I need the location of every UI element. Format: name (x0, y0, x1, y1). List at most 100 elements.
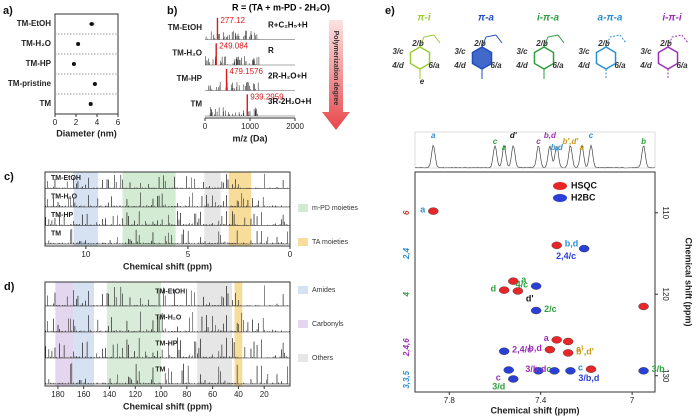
x-axis-title: m/z (Da) (232, 133, 267, 143)
position-label: 6/a (614, 61, 626, 70)
side-label: 4 (402, 291, 411, 297)
spectrum-trace (45, 363, 290, 385)
legend-label: Others (312, 355, 334, 362)
panel-label: e) (385, 5, 395, 17)
x-tick-label: 20 (260, 390, 269, 399)
peak-label: c (578, 363, 583, 373)
category-label: TM-HP (177, 74, 203, 83)
cross-peak (530, 306, 542, 315)
x-axis-title: Chemical shift (ppm) (123, 261, 212, 271)
region (234, 282, 243, 386)
annotation: 3R-2H₂O+H (268, 97, 312, 106)
peak-label: a (521, 275, 527, 285)
cross-peak (498, 286, 510, 294)
projection-label: a (431, 131, 436, 140)
x-tick-label: 180 (51, 390, 65, 399)
substituent (481, 34, 503, 79)
projection-label: b,d (544, 131, 557, 140)
y-tick-label: 120 (661, 288, 670, 302)
cross-peak (503, 366, 514, 374)
category-label: TM (190, 100, 202, 109)
position-label: 3/c (516, 47, 528, 56)
x-tick-label: 160 (77, 390, 91, 399)
position-label: 4/d (453, 61, 467, 70)
cross-peak (585, 365, 597, 373)
category-label: TM-HP (26, 59, 52, 68)
projection-trace (414, 144, 656, 169)
benzene-ring (409, 46, 431, 70)
category-label: TM-EtOH (51, 175, 81, 182)
category-label: TM (51, 231, 61, 238)
category-label: TM-H₂O (21, 39, 51, 48)
category-label: TM (155, 367, 165, 374)
x-tick-label: 60 (208, 390, 217, 399)
peak-label: 939.2959 (250, 93, 284, 102)
peak-label: 3/b (652, 364, 666, 374)
peak-label: 249.084 (219, 42, 248, 51)
cross-peak (638, 367, 649, 375)
cross-peak (530, 282, 542, 290)
x-tick-label: 7.4 (535, 396, 547, 405)
position-label: 2/b (473, 39, 486, 48)
plot-frame (44, 171, 291, 247)
position-label: 3/c (578, 47, 590, 56)
x-tick-label: 0 (203, 122, 208, 131)
side-label: 6 (402, 210, 411, 215)
x-tick-label: 100 (154, 390, 168, 399)
x-tick-label: 1000 (241, 122, 259, 131)
substituent (605, 34, 627, 79)
region (73, 282, 94, 386)
legend-marker (553, 194, 567, 202)
region (197, 282, 232, 386)
legend-label: TA moieties (312, 239, 349, 246)
structure-name: i-π-i (662, 13, 682, 24)
peak-label: a' (576, 344, 583, 354)
projection-label: c (536, 137, 541, 146)
position-label: 4/d (515, 61, 529, 70)
panel-label: b) (167, 5, 178, 17)
peak-label: 2,4/c (512, 345, 532, 355)
x-tick-label: 140 (103, 390, 117, 399)
projection-label: c (493, 137, 498, 146)
legend-label: m-PD moieties (312, 205, 358, 212)
legend-swatch (298, 286, 308, 294)
position-label: 3/c (640, 47, 652, 56)
peak-label: a (544, 333, 550, 343)
projection-label: b (641, 137, 646, 146)
cross-peak (562, 349, 574, 357)
position-label: 6/a (490, 61, 502, 70)
x-tick-label: 10 (81, 250, 90, 259)
projection-frame (414, 131, 656, 169)
cross-peak (512, 287, 524, 295)
x-tick-label: 80 (182, 390, 191, 399)
x-tick-label: 6 (116, 118, 121, 127)
legend-swatch (298, 320, 308, 328)
cross-peak (551, 241, 562, 250)
category-label: TM-EtOH (168, 23, 202, 32)
region (73, 172, 99, 246)
projection-label: a (502, 143, 507, 152)
cross-peak (565, 367, 576, 375)
structure-name: a-π-a (598, 13, 623, 24)
category-label: TM-H₂O (172, 49, 202, 58)
dot (71, 62, 76, 66)
panel-label: c) (4, 171, 14, 183)
arrow (322, 20, 350, 130)
structure-name: π-i (417, 13, 430, 24)
benzene-ring (533, 46, 555, 70)
benzene-ring (471, 46, 493, 70)
x-tick-label: 5 (186, 250, 191, 259)
cross-peak (544, 345, 556, 354)
x-tick-label: 0 (53, 118, 58, 127)
projection-label: a (580, 143, 585, 152)
region (106, 282, 162, 386)
substituent (543, 34, 565, 79)
structure-name: π-a (478, 13, 494, 24)
peak-label: c (496, 372, 501, 382)
y-tick-label: 110 (661, 206, 670, 219)
peak-label: 2/c (544, 304, 557, 314)
position-label: 2/b (659, 39, 672, 48)
peak-label: d (491, 284, 497, 294)
cross-peak (551, 336, 562, 344)
side-label: 3,3,5 (402, 370, 411, 388)
